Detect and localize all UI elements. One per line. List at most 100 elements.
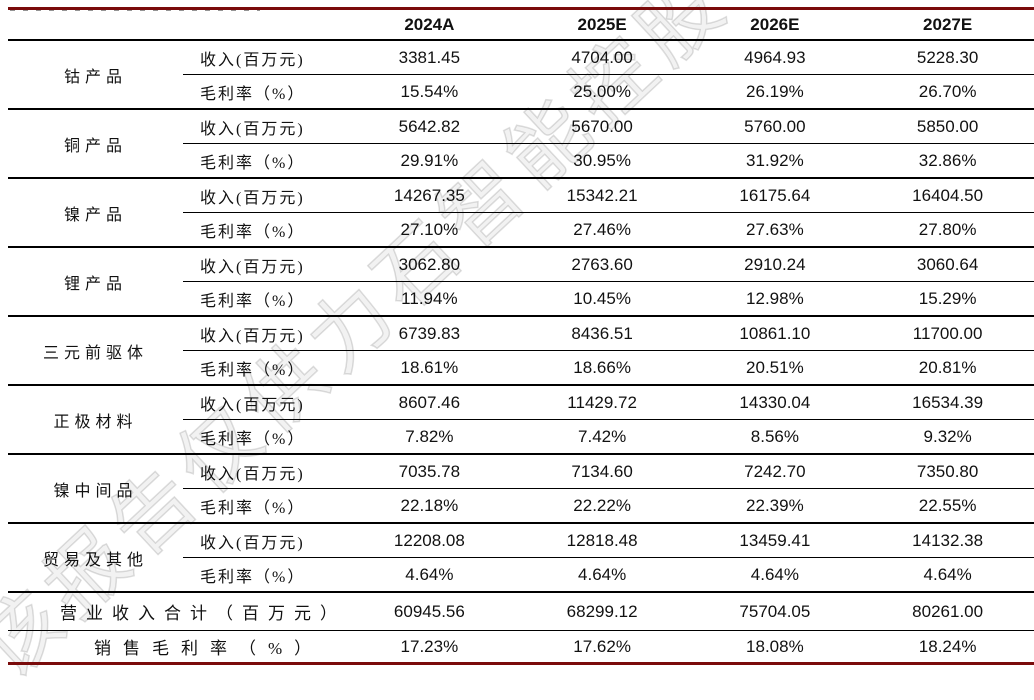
cell-value: 11429.72: [515, 385, 689, 420]
row-label-margin: 毛利率（%）: [183, 212, 343, 248]
row-label-margin: 毛利率（%）: [183, 350, 343, 386]
header-row: 2024A 2025E 2026E 2027E: [8, 7, 1034, 41]
total-revenue-label: 营业收入合计（百万元）: [8, 591, 343, 631]
row-label-margin: 毛利率（%）: [183, 557, 343, 593]
cell-value: 7134.60: [515, 454, 689, 489]
cell-value: 27.10%: [343, 212, 516, 248]
row-label-revenue: 收入(百万元): [183, 178, 343, 213]
table-row: 贸易及其他 收入(百万元) 12208.08 12818.48 13459.41…: [8, 523, 1034, 593]
header-year-2027e: 2027E: [861, 7, 1034, 41]
total-margin-row: 销售毛利率（%） 17.23% 17.62% 18.08% 18.24%: [8, 630, 1034, 665]
row-label-revenue: 收入(百万元): [183, 316, 343, 351]
cell-value: 7.82%: [343, 419, 516, 455]
cell-value: 20.51%: [688, 350, 862, 386]
group-name: 镍中间品: [8, 454, 183, 524]
cell-value: 32.86%: [861, 143, 1034, 179]
table-row: 毛利率（%） 15.54% 25.00% 26.19% 26.70%: [8, 74, 1034, 110]
group-name: 三元前驱体: [8, 316, 183, 386]
cell-value: 4.64%: [861, 557, 1034, 593]
row-label-revenue: 收入(百万元): [183, 454, 343, 489]
cell-value: 7.42%: [515, 419, 689, 455]
cell-value: 11.94%: [343, 281, 516, 317]
cell-value: 60945.56: [343, 591, 516, 631]
cell-value: 15.29%: [861, 281, 1034, 317]
table-row: 钴产品 收入(百万元) 3381.45 4704.00 4964.93 5228…: [8, 40, 1034, 110]
cell-value: 27.80%: [861, 212, 1034, 248]
header-year-2024a: 2024A: [343, 7, 516, 41]
row-label-revenue: 收入(百万元): [183, 385, 343, 420]
cell-value: 5228.30: [861, 40, 1034, 75]
header-year-2025e: 2025E: [515, 7, 689, 41]
cell-value: 3062.80: [343, 247, 516, 282]
cell-value: 4.64%: [515, 557, 689, 593]
cell-value: 68299.12: [515, 591, 689, 631]
group-name: 镍产品: [8, 178, 183, 248]
group-name: 正极材料: [8, 385, 183, 455]
cell-value: 26.70%: [861, 74, 1034, 110]
table-row: 毛利率（%） 27.10% 27.46% 27.63% 27.80%: [8, 212, 1034, 248]
table-row: 镍中间品 收入(百万元) 7035.78 7134.60 7242.70 735…: [8, 454, 1034, 524]
cell-value: 26.19%: [688, 74, 862, 110]
cell-value: 2763.60: [515, 247, 689, 282]
cell-value: 17.62%: [515, 630, 689, 665]
cell-value: 30.95%: [515, 143, 689, 179]
cell-value: 12208.08: [343, 523, 516, 558]
cell-value: 10.45%: [515, 281, 689, 317]
cell-value: 9.32%: [861, 419, 1034, 455]
cell-value: 27.63%: [688, 212, 862, 248]
cell-value: 22.18%: [343, 488, 516, 524]
cell-value: 80261.00: [861, 591, 1034, 631]
row-label-revenue: 收入(百万元): [183, 247, 343, 282]
cell-value: 27.46%: [515, 212, 689, 248]
cell-value: 22.55%: [861, 488, 1034, 524]
cell-value: 18.61%: [343, 350, 516, 386]
cell-value: 18.08%: [688, 630, 862, 665]
cell-value: 8436.51: [515, 316, 689, 351]
table-row: 正极材料 收入(百万元) 8607.46 11429.72 14330.04 1…: [8, 385, 1034, 455]
cell-value: 8.56%: [688, 419, 862, 455]
row-label-margin: 毛利率（%）: [183, 419, 343, 455]
cell-value: 20.81%: [861, 350, 1034, 386]
cell-value: 17.23%: [343, 630, 516, 665]
row-label-revenue: 收入(百万元): [183, 40, 343, 75]
cell-value: 5642.82: [343, 109, 516, 144]
row-label-margin: 毛利率（%）: [183, 281, 343, 317]
cell-value: 25.00%: [515, 74, 689, 110]
cell-value: 14330.04: [688, 385, 862, 420]
table-row: 锂产品 收入(百万元) 3062.80 2763.60 2910.24 3060…: [8, 247, 1034, 317]
group-name: 铜产品: [8, 109, 183, 179]
cell-value: 5850.00: [861, 109, 1034, 144]
cell-value: 15.54%: [343, 74, 516, 110]
segment-forecast-table: 2024A 2025E 2026E 2027E 钴产品 收入(百万元) 3381…: [8, 7, 1034, 665]
cell-value: 11700.00: [861, 316, 1034, 351]
cell-value: 75704.05: [688, 591, 862, 631]
cell-value: 3381.45: [343, 40, 516, 75]
cell-value: 29.91%: [343, 143, 516, 179]
row-label-margin: 毛利率（%）: [183, 143, 343, 179]
cell-value: 6739.83: [343, 316, 516, 351]
cell-value: 7350.80: [861, 454, 1034, 489]
cell-value: 22.39%: [688, 488, 862, 524]
cell-value: 12818.48: [515, 523, 689, 558]
row-label-margin: 毛利率（%）: [183, 488, 343, 524]
group-name: 锂产品: [8, 247, 183, 317]
group-name: 钴产品: [8, 40, 183, 110]
cell-value: 4.64%: [343, 557, 516, 593]
cell-value: 4704.00: [515, 40, 689, 75]
table-row: 毛利率（%） 11.94% 10.45% 12.98% 15.29%: [8, 281, 1034, 317]
table-row: 毛利率（%） 18.61% 18.66% 20.51% 20.81%: [8, 350, 1034, 386]
row-label-revenue: 收入(百万元): [183, 523, 343, 558]
cell-value: 22.22%: [515, 488, 689, 524]
cell-value: 4.64%: [688, 557, 862, 593]
cell-value: 7242.70: [688, 454, 862, 489]
cell-value: 14132.38: [861, 523, 1034, 558]
cell-value: 16534.39: [861, 385, 1034, 420]
table-row: 毛利率（%） 22.18% 22.22% 22.39% 22.55%: [8, 488, 1034, 524]
cell-value: 15342.21: [515, 178, 689, 213]
cell-value: 13459.41: [688, 523, 862, 558]
cell-value: 18.24%: [861, 630, 1034, 665]
cell-value: 2910.24: [688, 247, 862, 282]
cell-value: 3060.64: [861, 247, 1034, 282]
cell-value: 16404.50: [861, 178, 1034, 213]
table-row: 铜产品 收入(百万元) 5642.82 5670.00 5760.00 5850…: [8, 109, 1034, 179]
